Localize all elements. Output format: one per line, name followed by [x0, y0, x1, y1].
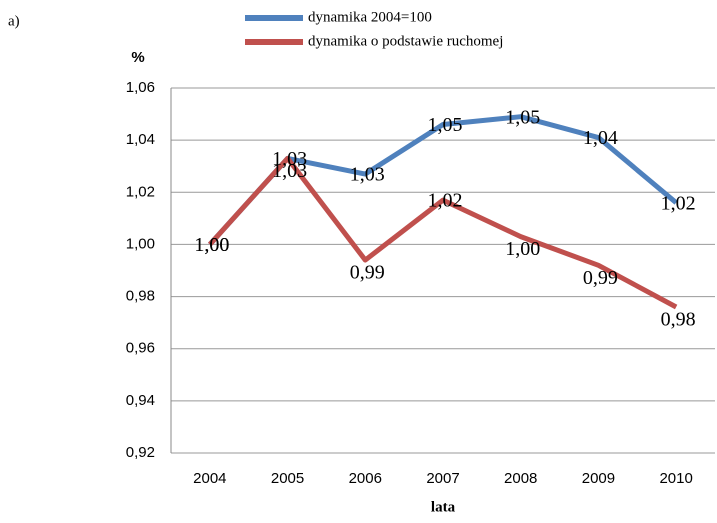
- y-tick-label: 0,98: [126, 288, 155, 305]
- value-label: 1,00: [505, 238, 540, 260]
- y-tick-label: 1,00: [126, 235, 155, 252]
- legend-label: dynamika 2004=100: [308, 9, 432, 25]
- x-axis-label: lata: [431, 499, 456, 515]
- value-label: 1,00: [194, 234, 229, 256]
- x-tick-label: 2008: [504, 470, 537, 487]
- x-tick-label: 2010: [659, 470, 692, 487]
- x-tick-label: 2005: [271, 470, 304, 487]
- y-tick-label: 1,04: [126, 131, 155, 148]
- value-label: 1,05: [428, 114, 463, 136]
- y-tick-label: 1,02: [126, 183, 155, 200]
- y-tick-label: 1,06: [126, 79, 155, 96]
- value-label: 1,02: [428, 190, 463, 212]
- x-tick-label: 2004: [193, 470, 226, 487]
- value-label: 1,04: [583, 127, 618, 149]
- value-label: 1,03: [350, 164, 385, 186]
- value-label: 1,00: [194, 234, 229, 256]
- y-tick-label: 0,92: [126, 444, 155, 461]
- y-tick-label: 0,96: [126, 340, 155, 357]
- series-line: [208, 155, 678, 310]
- x-tick-label: 2009: [582, 470, 615, 487]
- x-tick-label: 2006: [349, 470, 382, 487]
- value-label: 0,98: [661, 309, 696, 331]
- x-tick-label: 2007: [426, 470, 459, 487]
- value-label: 1,03: [272, 160, 307, 182]
- value-label: 1,02: [661, 192, 696, 214]
- y-tick-label: 0,94: [126, 392, 155, 409]
- legend-label: dynamika o podstawie ruchomej: [308, 33, 503, 49]
- annotation: a): [8, 13, 20, 29]
- value-label: 1,05: [505, 106, 540, 128]
- value-label: 1,03: [272, 148, 307, 170]
- value-label: 0,99: [350, 262, 385, 284]
- value-label: 0,99: [583, 267, 618, 289]
- y-axis-label: %: [131, 49, 144, 66]
